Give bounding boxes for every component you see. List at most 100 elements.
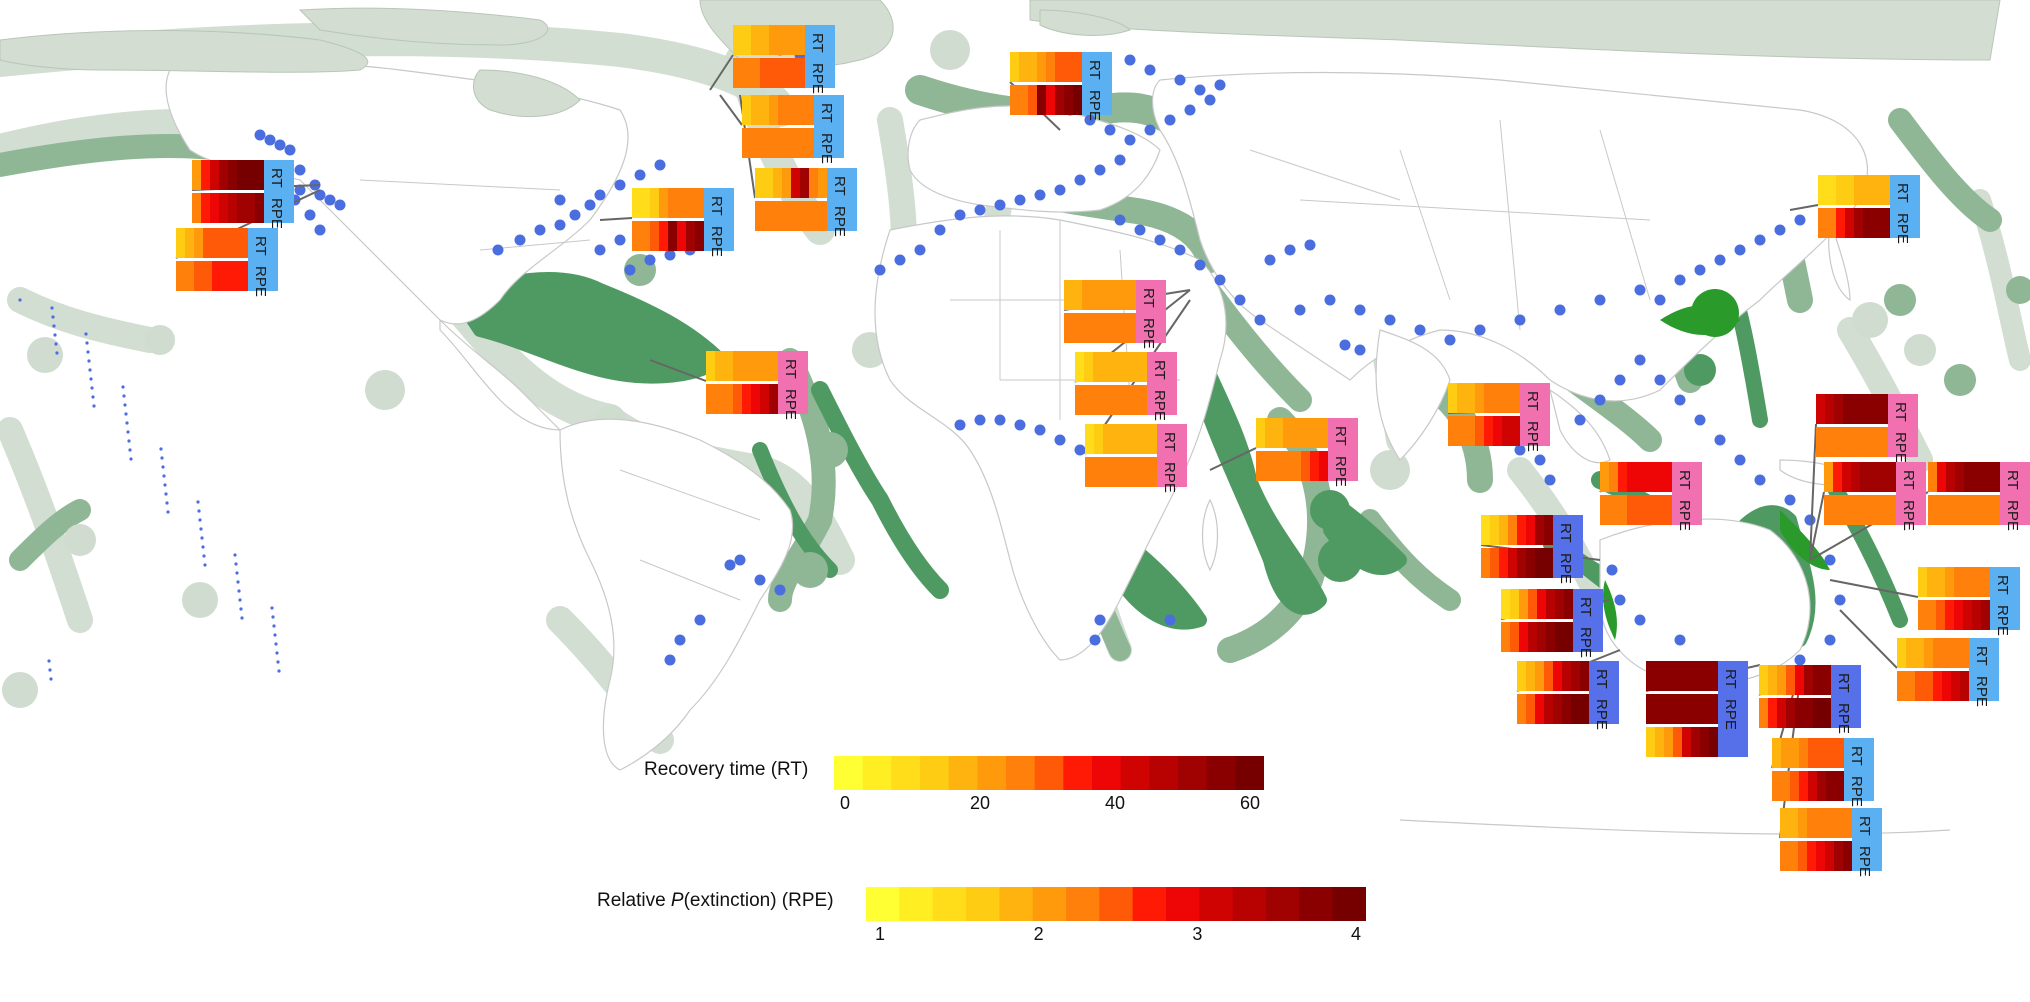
site-dot (1194, 84, 1206, 96)
panel-tag (1890, 175, 1920, 238)
rt-label: RT (809, 33, 826, 53)
rpe-cell (1955, 495, 1964, 525)
rpe-cell (1502, 416, 1511, 446)
site-dot (594, 244, 606, 256)
rpe-label: RPE (1557, 553, 1574, 584)
rt-cell (1118, 280, 1127, 310)
site-dot (1804, 514, 1816, 526)
site-dot (1174, 244, 1186, 256)
rt-cell (1854, 175, 1863, 205)
site-dot (1474, 324, 1486, 336)
rt-cell (1139, 424, 1148, 454)
colorbar-segment (1032, 887, 1067, 921)
rt-cell (778, 25, 787, 55)
site-dot (1754, 474, 1766, 486)
rt-cell (724, 351, 733, 381)
rt-cell (1618, 462, 1627, 492)
rt-cell (1562, 661, 1571, 691)
rt-cell (1807, 808, 1816, 838)
colorbar-segment (1166, 887, 1200, 921)
rpe-title-italic: P (670, 890, 684, 911)
rt-label: RT (1557, 523, 1574, 543)
rpe-cell (1526, 548, 1535, 578)
heatmap-panel: RT RPE (1818, 175, 1920, 244)
rt-cell (1517, 661, 1526, 691)
colorbar-segment (1099, 887, 1134, 921)
rpe-label: RPE (1161, 462, 1178, 493)
rt-cell (1082, 280, 1091, 310)
rpe-cell (1654, 495, 1663, 525)
site-dot (1174, 74, 1186, 86)
site-dot (1054, 434, 1066, 446)
rt-label: RT (1593, 669, 1610, 689)
heatmap-panel: RT RPE (742, 95, 844, 164)
rpe-cell (1799, 771, 1808, 801)
leader-line (1809, 491, 1825, 561)
heatmap-panel: RT RPE (1075, 352, 1177, 421)
site-dot (1714, 434, 1726, 446)
rpe-cell (1646, 694, 1655, 724)
rt-cell (1777, 665, 1786, 695)
rt-cell (1960, 638, 1969, 668)
site-dot (674, 634, 686, 646)
colorbar-segment (1235, 756, 1264, 790)
rpe-cell (201, 193, 210, 223)
leader-line (1809, 423, 1817, 561)
site-dot (954, 209, 966, 221)
rpe-cell (1933, 671, 1942, 701)
site-dot-small (122, 394, 126, 398)
site-dot (1074, 444, 1086, 456)
rpe-cell (1781, 771, 1790, 801)
colorbar-segment (1034, 756, 1064, 790)
rpe-cell (1818, 208, 1827, 238)
rpe-cell (632, 221, 641, 251)
site-dot-small (52, 324, 56, 328)
rt-cell (632, 188, 641, 218)
rt-cell (1861, 394, 1870, 424)
site-dot (584, 199, 596, 211)
rpe-cell (1981, 600, 1990, 630)
zone-blob (1684, 354, 1716, 386)
rt-label: RT (1900, 470, 1917, 490)
site-dot-small (240, 616, 244, 620)
zone-dark-band (811, 381, 949, 599)
rpe-title-prefix: Relative (597, 890, 671, 911)
colorbar-segment (977, 756, 1007, 790)
rt-cell (1553, 661, 1562, 691)
rpe-cell (1019, 85, 1028, 115)
rpe-cell (1553, 694, 1562, 724)
rpe-cell (1544, 694, 1553, 724)
rpe-cell (1780, 841, 1789, 871)
panel-tag (1852, 808, 1882, 871)
colorbar-segment (866, 887, 900, 921)
rt-cell (787, 25, 796, 55)
colorbar-segment (1206, 756, 1236, 790)
rt-label: RT (1161, 432, 1178, 452)
rt-cell (1918, 567, 1927, 597)
rpe-label: RPE (1973, 676, 1990, 707)
rpe-cell (1526, 694, 1535, 724)
rpe-label: RPE (2004, 500, 2021, 531)
site-dot-small (197, 509, 201, 513)
zone-blob (27, 337, 63, 373)
rt-tick-label: 20 (969, 793, 991, 813)
rpe-cell (659, 221, 668, 251)
panel-tag (1328, 418, 1358, 481)
site-dot (994, 414, 1006, 426)
rpe-cell (1915, 671, 1924, 701)
colorbar-segment (1199, 887, 1234, 921)
rt-cell (1283, 418, 1292, 448)
rt-cell (1879, 394, 1888, 424)
site-dot (314, 224, 326, 236)
heatmap-panel: RT RPE (1517, 661, 1619, 730)
heatmap-panel: RT RPE (1481, 515, 1583, 584)
rpe-cell (769, 58, 778, 88)
rt-cell (751, 95, 760, 125)
rt-cell (778, 95, 787, 125)
rpe-cell (1528, 622, 1537, 652)
extra-cell (1700, 727, 1709, 757)
leader-line (1839, 609, 1898, 669)
site-dot (1594, 394, 1606, 406)
rt-cell (1508, 515, 1517, 545)
rt-cell (1028, 52, 1037, 82)
